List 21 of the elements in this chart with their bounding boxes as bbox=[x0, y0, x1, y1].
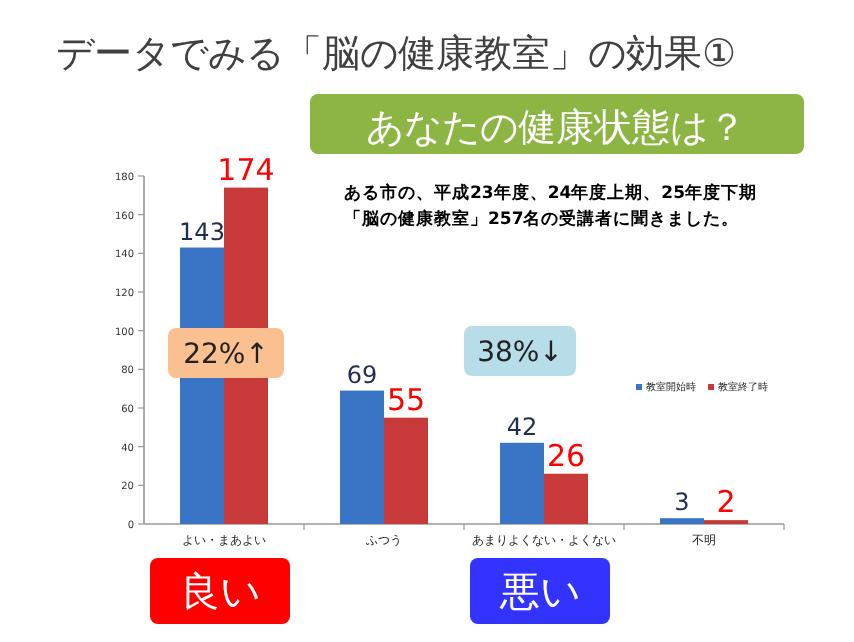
data-label: 3 bbox=[674, 488, 690, 517]
chart-subtitle: あなたの健康状態は？ bbox=[366, 106, 746, 150]
annotation: ある市の、平成23年度、24年度上期、25年度下期 bbox=[344, 182, 757, 204]
annotation: 22%↑ bbox=[183, 339, 269, 372]
data-label: 42 bbox=[506, 412, 538, 441]
bar bbox=[384, 417, 428, 524]
data-label: 55 bbox=[386, 381, 426, 418]
data-label: 26 bbox=[546, 437, 586, 474]
data-label: 174 bbox=[217, 151, 275, 188]
text: 良い bbox=[180, 567, 260, 616]
annotation: 38%↓ bbox=[477, 337, 563, 370]
bar bbox=[544, 473, 588, 524]
data-label: 143 bbox=[179, 217, 225, 246]
bar bbox=[500, 442, 544, 524]
annotation: 「脳の健康教室」257名の受講者に聞きました。 bbox=[344, 208, 740, 230]
bar bbox=[340, 390, 384, 524]
data-label: 69 bbox=[346, 360, 378, 389]
chart-title: データでみる「脳の健康教室」の効果① bbox=[56, 32, 737, 76]
data-label: 2 bbox=[716, 484, 736, 521]
bar bbox=[660, 518, 704, 524]
text: 悪い bbox=[498, 567, 580, 616]
